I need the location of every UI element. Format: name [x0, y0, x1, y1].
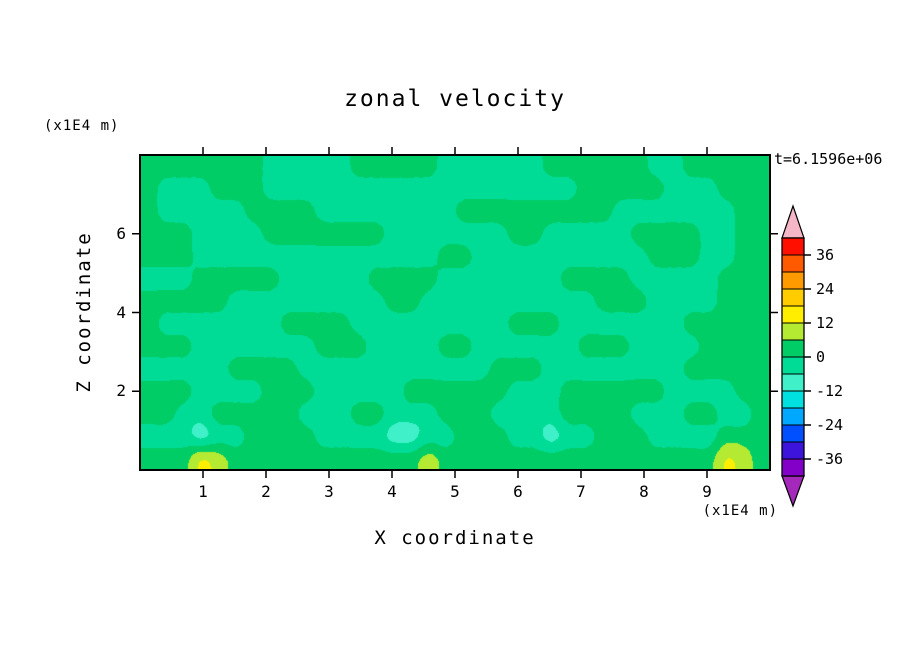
colorbar-band	[781, 424, 805, 443]
x-tick-label: 8	[639, 482, 649, 501]
x-tick-label: 1	[198, 482, 208, 501]
colorbar-band	[781, 254, 805, 273]
colorbar-arrow-bottom	[781, 475, 805, 508]
colorbar-band	[781, 441, 805, 460]
colorbar-label: -24	[816, 416, 843, 434]
colorbar: 36 24 12 0 -12 -24 -36	[781, 204, 843, 508]
x-tick-label: 2	[261, 482, 271, 501]
colorbar-band	[781, 356, 805, 375]
x-axis-title: X coordinate	[374, 527, 536, 549]
colorbar-label: 36	[816, 246, 834, 264]
contour-field	[140, 155, 770, 470]
colorbar-band	[781, 237, 805, 256]
x-tick-label: 7	[576, 482, 586, 501]
colorbar-label: -36	[816, 450, 843, 468]
plot-title: zonal velocity	[344, 86, 566, 112]
z-axis-title: Z coordinate	[73, 231, 95, 393]
colorbar-label: 24	[816, 280, 834, 298]
y-tick-label: 4	[116, 302, 126, 322]
colorbar-band	[781, 390, 805, 409]
colorbar-band	[781, 458, 805, 477]
x-tick-label: 4	[387, 482, 397, 501]
z-axis-unit: (x1E4 m)	[44, 118, 120, 134]
colorbar-band	[781, 288, 805, 307]
x-tick-label: 6	[513, 482, 523, 501]
x-tick-label: 9	[702, 482, 712, 501]
colorbar-label: 0	[816, 348, 825, 366]
colorbar-band	[781, 373, 805, 392]
colorbar-label: -12	[816, 382, 843, 400]
y-tick-label: 6	[116, 223, 126, 243]
colorbar-band	[781, 339, 805, 358]
x-tick-label: 5	[450, 482, 460, 501]
x-axis-unit: (x1E4 m)	[702, 503, 778, 519]
colorbar-band	[781, 305, 805, 324]
colorbar-band	[781, 407, 805, 426]
colorbar-arrow-top	[781, 204, 805, 239]
colorbar-band	[781, 322, 805, 341]
y-tick-label: 2	[116, 381, 126, 401]
colorbar-label: 12	[816, 314, 834, 332]
time-label: t=6.1596e+06	[774, 150, 883, 168]
colorbar-band	[781, 271, 805, 290]
x-tick-label: 3	[324, 482, 334, 501]
